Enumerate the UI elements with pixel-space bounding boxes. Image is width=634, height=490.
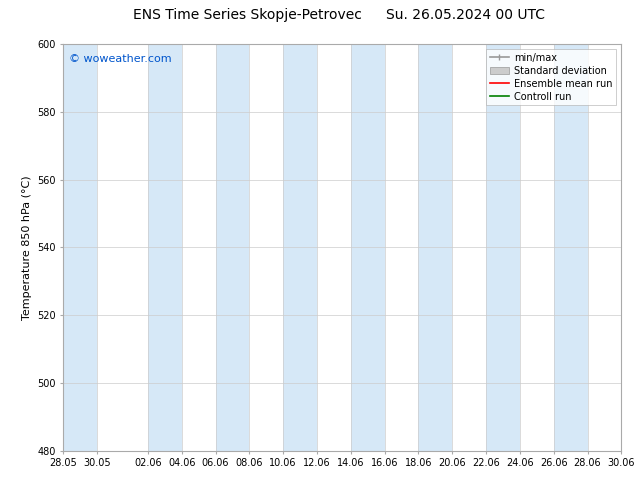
Bar bbox=[216, 44, 249, 451]
Bar bbox=[418, 44, 452, 451]
Text: ENS Time Series Skopje-Petrovec: ENS Time Series Skopje-Petrovec bbox=[133, 8, 362, 22]
Bar bbox=[148, 44, 182, 451]
Text: © woweather.com: © woweather.com bbox=[69, 54, 172, 64]
Bar bbox=[283, 44, 317, 451]
Bar bbox=[63, 44, 97, 451]
Text: Su. 26.05.2024 00 UTC: Su. 26.05.2024 00 UTC bbox=[385, 8, 545, 22]
Bar bbox=[553, 44, 588, 451]
Legend: min/max, Standard deviation, Ensemble mean run, Controll run: min/max, Standard deviation, Ensemble me… bbox=[486, 49, 616, 105]
Y-axis label: Temperature 850 hPa (°C): Temperature 850 hPa (°C) bbox=[22, 175, 32, 320]
Bar bbox=[486, 44, 520, 451]
Bar bbox=[351, 44, 385, 451]
